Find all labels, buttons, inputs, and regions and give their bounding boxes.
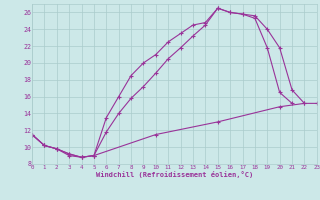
X-axis label: Windchill (Refroidissement éolien,°C): Windchill (Refroidissement éolien,°C) [96,171,253,178]
